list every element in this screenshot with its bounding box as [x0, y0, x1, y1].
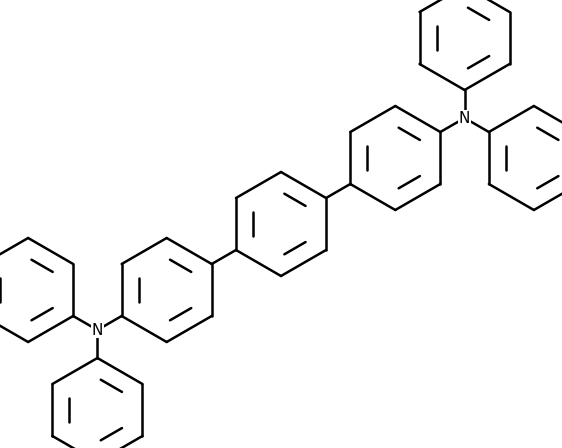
Text: N: N — [92, 323, 103, 337]
Text: N: N — [459, 111, 470, 125]
